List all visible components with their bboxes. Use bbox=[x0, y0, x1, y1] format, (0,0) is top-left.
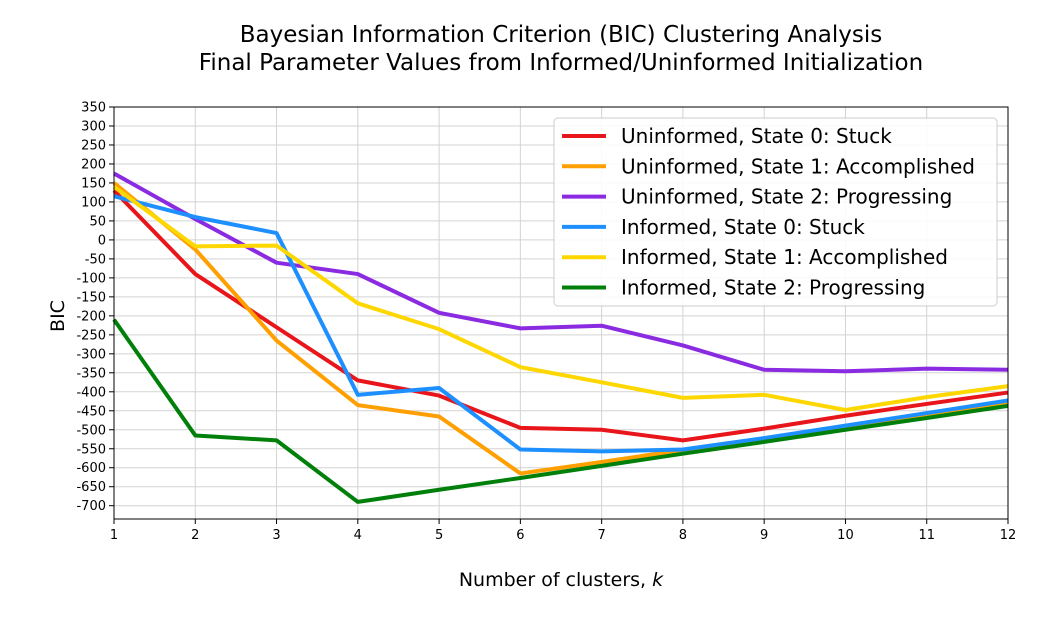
series-line bbox=[112, 189, 1009, 443]
y-tick-label: -500 bbox=[76, 423, 106, 438]
y-tick-label: -350 bbox=[76, 366, 106, 381]
series-line bbox=[112, 185, 1009, 413]
y-tick-label: -450 bbox=[76, 404, 106, 419]
y-tick-label: -650 bbox=[76, 480, 106, 495]
series-layer bbox=[112, 171, 1009, 504]
x-axis-label-text: Number of clusters, bbox=[458, 569, 653, 591]
x-tick-label: 6 bbox=[516, 528, 524, 543]
x-tick-label: 8 bbox=[679, 528, 687, 543]
y-tick-label: -200 bbox=[76, 309, 106, 324]
legend-box bbox=[553, 117, 998, 307]
x-tick-label: 11 bbox=[918, 528, 935, 543]
y-tick-label: -700 bbox=[76, 499, 106, 514]
y-tick-label: -100 bbox=[76, 271, 106, 286]
y-tick-label: 250 bbox=[81, 138, 106, 153]
plot-frame bbox=[113, 106, 1009, 520]
x-tick-label: 12 bbox=[1000, 528, 1017, 543]
x-tick-label: 10 bbox=[837, 528, 854, 543]
x-axis-label-variable: k bbox=[652, 569, 664, 591]
series-line bbox=[112, 318, 1009, 504]
x-tick-label: 9 bbox=[760, 528, 768, 543]
x-tick-label: 1 bbox=[110, 528, 118, 543]
y-tick-label: 200 bbox=[81, 157, 106, 172]
y-tick-label: 0 bbox=[98, 233, 106, 248]
y-tick-label: -400 bbox=[76, 385, 106, 400]
x-tick-label: 7 bbox=[597, 528, 605, 543]
y-tick-label: -150 bbox=[76, 290, 106, 305]
series-line bbox=[113, 171, 1009, 374]
y-tick-label: 100 bbox=[81, 195, 106, 210]
y-tick-label: -250 bbox=[76, 328, 106, 343]
y-tick-label: -300 bbox=[76, 347, 106, 362]
y-axis-label: BIC bbox=[47, 300, 69, 332]
x-tick-label: 2 bbox=[191, 528, 199, 543]
x-tick-label: 5 bbox=[435, 528, 443, 543]
x-tick-label: 3 bbox=[272, 528, 280, 543]
legend-label: Informed, State 0: Stuck bbox=[621, 215, 865, 239]
legend-label: Uninformed, State 1: Accomplished bbox=[621, 154, 975, 178]
y-tick-label: -550 bbox=[76, 442, 106, 457]
y-tick-label: -50 bbox=[85, 252, 106, 267]
tick-layer: 1 2 3 4 5 6 7 8 9 10 11 12350300250200150100500-50-… bbox=[76, 101, 1016, 544]
y-tick-label: -600 bbox=[76, 461, 106, 476]
y-tick-label: 50 bbox=[89, 214, 106, 229]
y-tick-label: 350 bbox=[81, 101, 106, 116]
x-tick-label: 4 bbox=[354, 528, 362, 543]
chart-title: Bayesian Information Criterion (BIC) Clu… bbox=[239, 22, 883, 48]
legend: Uninformed, State 0: Stuck Uninformed, St… bbox=[553, 117, 998, 307]
y-tick-label: 150 bbox=[81, 176, 106, 191]
x-axis-label: Number of clusters, k bbox=[114, 569, 1008, 591]
y-tick-label: 300 bbox=[81, 119, 106, 134]
legend-label: Uninformed, State 2: Progressing bbox=[621, 185, 952, 209]
chart-subtitle: Final Parameter Values from Informed/Uni… bbox=[198, 50, 924, 76]
legend-label: Informed, State 2: Progressing bbox=[621, 276, 925, 300]
legend-label: Uninformed, State 0: Stuck bbox=[621, 124, 892, 148]
legend-label: Informed, State 1: Accomplished bbox=[621, 245, 948, 269]
series-line bbox=[113, 194, 1009, 454]
